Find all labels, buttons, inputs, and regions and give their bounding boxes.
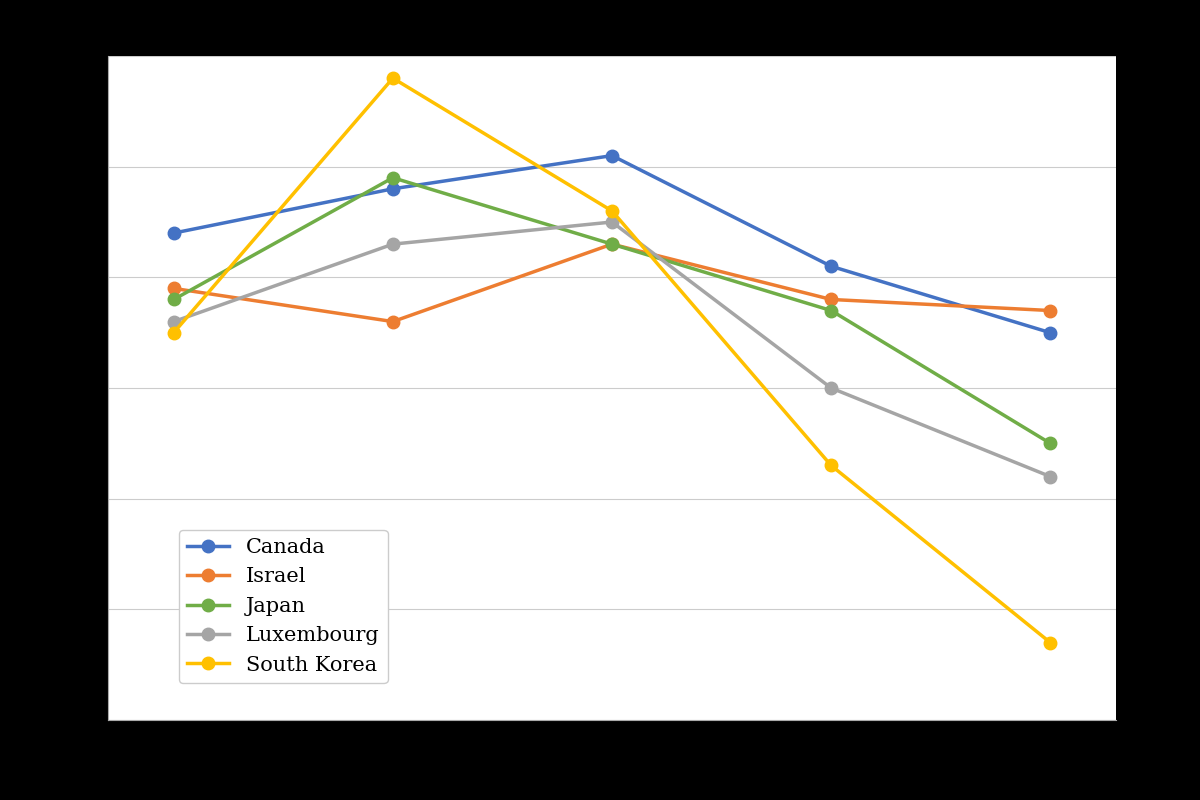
Line: South Korea: South Korea xyxy=(168,72,1056,649)
Title: Tertiary education attainment by age (%): Tertiary education attainment by age (%) xyxy=(293,11,931,42)
Luxembourg xyxy=(385,239,400,249)
Japan xyxy=(605,239,619,249)
Canada xyxy=(1043,328,1057,338)
Line: Luxembourg: Luxembourg xyxy=(168,216,1056,482)
Israel xyxy=(824,294,839,304)
South Korea xyxy=(385,74,400,83)
Canada xyxy=(824,262,839,271)
Luxembourg xyxy=(824,383,839,393)
Legend: Canada, Israel, Japan, Luxembourg, South Korea: Canada, Israel, Japan, Luxembourg, South… xyxy=(179,530,388,683)
South Korea xyxy=(824,461,839,470)
Luxembourg xyxy=(167,317,181,326)
Israel xyxy=(605,239,619,249)
Israel xyxy=(1043,306,1057,315)
Israel xyxy=(167,284,181,294)
Line: Japan: Japan xyxy=(168,171,1056,450)
Japan xyxy=(385,173,400,182)
Luxembourg xyxy=(605,217,619,227)
Israel xyxy=(385,317,400,326)
Luxembourg xyxy=(1043,472,1057,482)
X-axis label: Age group: Age group xyxy=(553,754,671,776)
Japan xyxy=(1043,438,1057,448)
Canada xyxy=(167,228,181,238)
South Korea xyxy=(605,206,619,216)
Japan xyxy=(167,294,181,304)
Canada xyxy=(385,184,400,194)
South Korea xyxy=(1043,638,1057,647)
Line: Canada: Canada xyxy=(168,150,1056,339)
Line: Israel: Israel xyxy=(168,238,1056,328)
Japan xyxy=(824,306,839,315)
Canada xyxy=(605,150,619,160)
South Korea xyxy=(167,328,181,338)
